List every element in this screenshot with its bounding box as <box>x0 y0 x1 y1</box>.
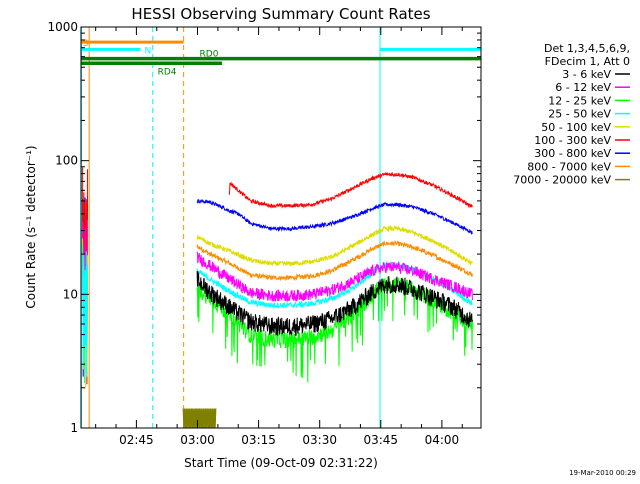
y-tick-label-2: 10 <box>63 287 78 301</box>
series-50-100-kev <box>196 224 473 267</box>
x-tick-label-2: 03:00 <box>180 433 215 447</box>
legend-label-3-6-kev: 3 - 6 keV <box>562 68 611 81</box>
y-tick-label-3: 100 <box>55 154 78 168</box>
y-axis-title: Count Rate (s⁻¹ detector⁻¹) <box>24 145 38 308</box>
x-axis-title: Start Time (09-Oct-09 02:31:22) <box>184 456 378 470</box>
x-tick-label-6: 04:00 <box>425 433 460 447</box>
y-tick-label-4: 1000 <box>47 20 78 34</box>
legend-label-50-100-kev: 50 - 100 keV <box>541 121 611 134</box>
state-label-s: S <box>83 39 89 49</box>
legend-label-12-25-kev: 12 - 25 keV <box>548 94 611 107</box>
legend-header-line-2: FDecim 1, Att 0 <box>545 55 630 68</box>
early-spike-5 <box>82 245 88 383</box>
axes-layer: 02:45 03:00 03:15 03:30 03:45 04:00 1 10 100 1000 <box>47 20 482 447</box>
legend-label-800-7000-kev: 800 - 7000 keV <box>527 160 611 173</box>
chart-title: HESSI Observing Summary Count Rates <box>131 5 430 23</box>
series-3-6-kev <box>196 271 473 337</box>
x-tick-label-1: 02:45 <box>119 433 154 447</box>
series-12-25-kev <box>196 276 473 383</box>
footer-timestamp: 19-Mar-2010 00:29 <box>569 469 636 477</box>
legend-label-7000-20000-kev: 7000 - 20000 keV <box>513 174 611 187</box>
series-100-300-kev <box>228 171 473 209</box>
legend: Det 1,3,4,5,6,9, FDecim 1, Att 0 3 - 6 k… <box>513 42 630 187</box>
legend-label-25-50-kev: 25 - 50 keV <box>548 108 611 121</box>
series-300-800-kev <box>196 198 473 236</box>
x-tick-label-5: 03:45 <box>363 433 398 447</box>
series-6-12-kev <box>196 251 473 303</box>
legend-label-100-300-kev: 100 - 300 keV <box>534 134 611 147</box>
series-7000-20000-kev <box>182 408 217 429</box>
legend-label-300-800-kev: 300 - 800 keV <box>534 147 611 160</box>
legend-header-line-1: Det 1,3,4,5,6,9, <box>544 42 630 55</box>
state-label-n: N <box>145 46 152 56</box>
y-tick-label-1: 1 <box>70 421 78 435</box>
plot-frame <box>80 26 482 429</box>
data-layer: S N RD0 RD4 <box>80 27 482 429</box>
x-tick-label-3: 03:15 <box>241 433 276 447</box>
x-tick-label-4: 03:30 <box>302 433 337 447</box>
state-label-rd0: RD0 <box>200 50 219 60</box>
state-label-rd4: RD4 <box>158 67 177 77</box>
legend-label-6-12-kev: 6 - 12 keV <box>555 81 611 94</box>
series-800-7000-kev <box>196 240 473 282</box>
